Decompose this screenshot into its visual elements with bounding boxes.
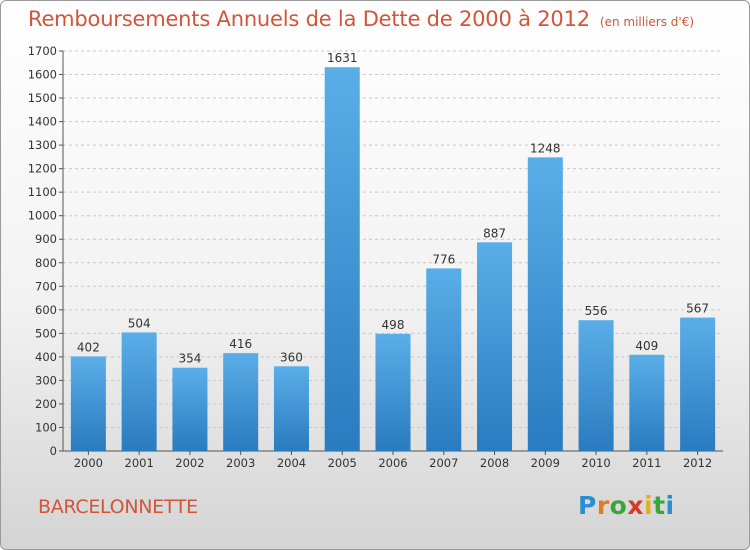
logo-letter: r	[596, 491, 610, 520]
y-tick-label: 1200	[28, 162, 57, 176]
y-tick-label: 1100	[28, 185, 57, 199]
y-tick-label: 500	[35, 326, 57, 340]
x-tick-label: 2011	[632, 456, 661, 470]
logo-letter: t	[653, 491, 666, 520]
x-tick-label: 2007	[429, 456, 458, 470]
bars	[70, 67, 716, 451]
x-tick-label: 2001	[125, 456, 154, 470]
y-tick-label: 100	[35, 420, 57, 434]
y-tick-label: 400	[35, 350, 57, 364]
bar-2005	[324, 67, 360, 451]
data-label-2003: 416	[229, 337, 252, 351]
x-tick-label: 2009	[531, 456, 560, 470]
unit-subtitle: (en milliers d'€)	[599, 15, 695, 29]
data-label-2006: 498	[382, 318, 405, 332]
x-tick-label: 2010	[581, 456, 610, 470]
y-tick-label: 600	[35, 303, 57, 317]
y-tick-label: 1300	[28, 138, 57, 152]
logo-letter: o	[609, 491, 628, 520]
data-label-2004: 360	[280, 350, 303, 364]
bar-2000	[70, 356, 106, 451]
y-tick-label: 800	[35, 256, 57, 270]
data-label-2012: 567	[686, 302, 709, 316]
data-label-2008: 887	[483, 226, 506, 240]
proxiti-logo[interactable]: Proxiti	[578, 491, 675, 520]
bar-2010	[578, 320, 614, 451]
bar-2008	[477, 242, 513, 451]
bar-2009	[527, 157, 563, 451]
chart-title: Remboursements Annuels de la Dette de 20…	[28, 7, 694, 31]
town-name: BARCELONNETTE	[38, 496, 198, 518]
logo-letter: i	[644, 491, 654, 520]
x-tick-label: 2004	[277, 456, 306, 470]
y-tick-label: 0	[50, 444, 57, 458]
logo-letter: P	[578, 491, 597, 520]
data-label-2007: 776	[432, 252, 455, 266]
y-tick-label: 1400	[28, 115, 57, 129]
x-tick-label: 2005	[328, 456, 357, 470]
data-label-2000: 402	[77, 340, 100, 354]
bar-2012	[680, 317, 716, 451]
bar-2006	[375, 333, 411, 451]
data-label-2005: 1631	[327, 51, 358, 65]
bar-2007	[426, 268, 462, 451]
x-tick-label: 2012	[683, 456, 712, 470]
x-tick-label: 2008	[480, 456, 509, 470]
y-tick-label: 1000	[28, 209, 57, 223]
data-label-2010: 556	[585, 304, 608, 318]
y-tick-label: 1700	[28, 44, 57, 58]
logo-letter: i	[665, 491, 675, 520]
y-tick-label: 300	[35, 373, 57, 387]
x-tick-label: 2003	[226, 456, 255, 470]
x-tick-label: 2002	[175, 456, 204, 470]
y-tick-label: 1500	[28, 91, 57, 105]
bar-2001	[121, 332, 157, 451]
y-tick-label: 200	[35, 397, 57, 411]
tick-labels: 0 100 200 300 400 500 600 700 800 900 1000 1100 1200…	[28, 44, 713, 470]
bar-2002	[172, 367, 208, 451]
data-label-2009: 1248	[530, 141, 561, 155]
data-label-2011: 409	[635, 339, 658, 353]
data-label-2001: 504	[128, 316, 151, 330]
bar-2004	[273, 366, 309, 451]
bar-2011	[629, 354, 665, 451]
title-text: Remboursements Annuels de la Dette de 20…	[28, 7, 590, 31]
x-tick-label: 2000	[74, 456, 103, 470]
y-tick-label: 700	[35, 279, 57, 293]
y-tick-label: 1600	[28, 68, 57, 82]
logo-letter: x	[627, 491, 644, 520]
data-labels: 402 504 354 416 360 1631 498 776 887 1248 556 409 56…	[77, 51, 709, 365]
bar-2003	[223, 353, 259, 451]
x-tick-label: 2006	[378, 456, 407, 470]
y-tick-label: 900	[35, 232, 57, 246]
data-label-2002: 354	[178, 352, 201, 366]
